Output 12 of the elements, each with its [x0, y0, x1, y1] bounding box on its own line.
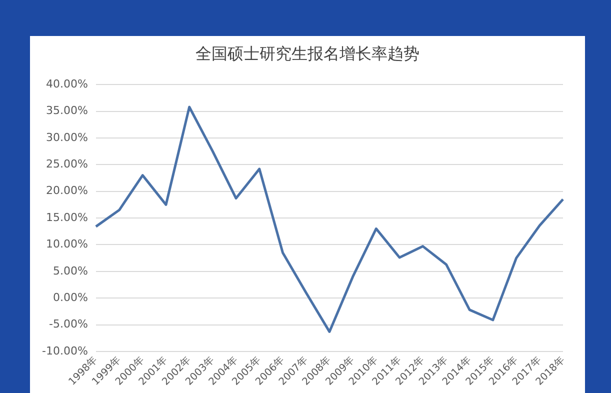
y-tick-label: 20.00%	[46, 184, 88, 198]
y-tick-label: -5.00%	[48, 318, 88, 331]
y-tick-label: 10.00%	[46, 238, 88, 251]
y-tick-label: 25.00%	[46, 158, 88, 171]
y-tick-label: 30.00%	[46, 130, 88, 144]
y-tick-label: 0.00%	[52, 290, 88, 304]
y-tick-label: 40.00%	[46, 77, 88, 90]
y-tick-label: -10.00%	[42, 344, 88, 358]
y-tick-label: 5.00%	[52, 264, 88, 278]
y-tick-label: 15.00%	[46, 210, 88, 224]
chart-title: 全国硕士研究生报名增长率趋势	[194, 44, 420, 65]
y-tick-label: 35.00%	[46, 104, 88, 118]
